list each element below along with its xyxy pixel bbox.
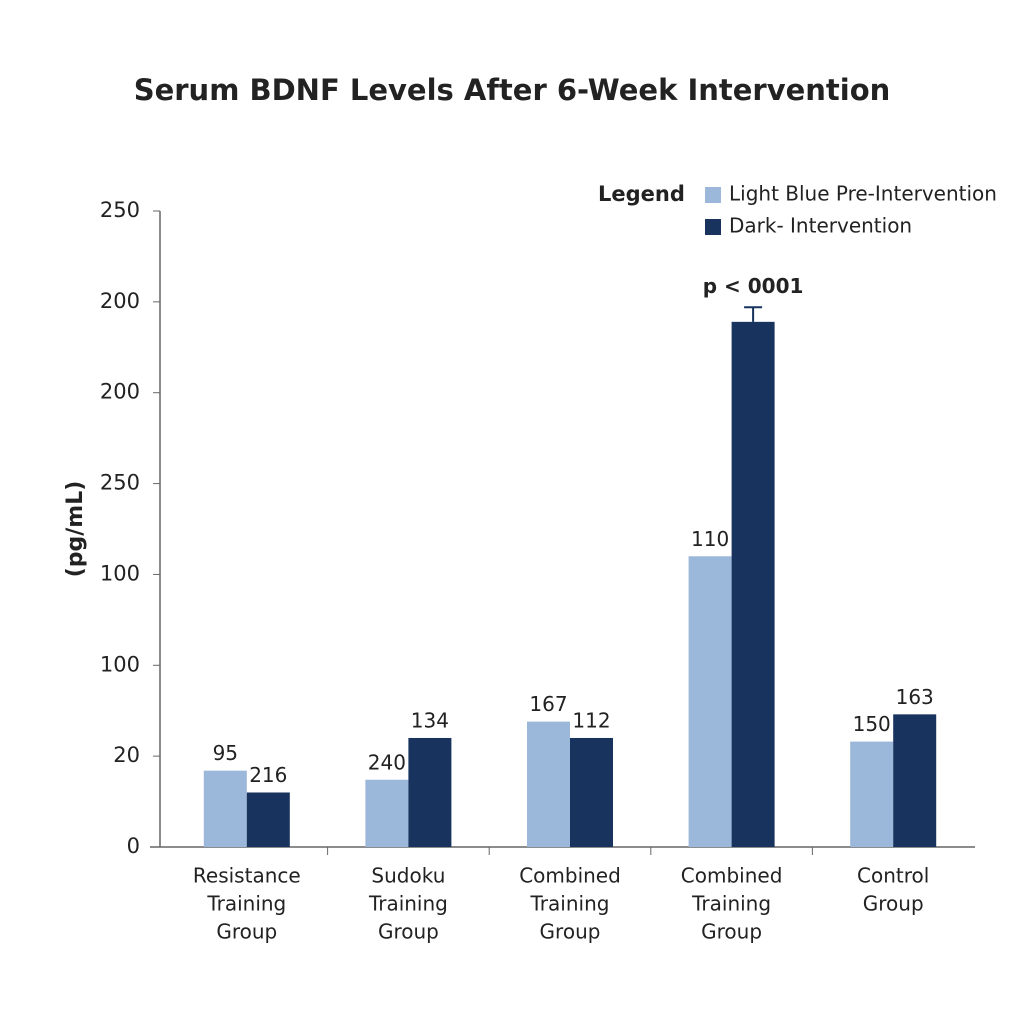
legend-label: Light Blue Pre-Intervention	[729, 182, 997, 206]
y-tick-label: 100	[100, 652, 140, 676]
data-label: 150	[853, 712, 891, 736]
x-tick-label: Resistance	[193, 864, 301, 888]
bar	[731, 321, 775, 847]
bar	[850, 741, 894, 847]
legend-label: Dark- Intervention	[729, 214, 912, 238]
data-label: 95	[213, 741, 238, 765]
y-tick-label: 0	[127, 834, 140, 858]
bar	[893, 714, 937, 847]
y-tick-label: 250	[100, 198, 140, 222]
data-label: 112	[572, 708, 610, 732]
data-label: 134	[411, 708, 449, 732]
data-label: 110	[691, 527, 729, 551]
legend-title: Legend	[598, 182, 685, 206]
data-label: 240	[368, 750, 406, 774]
bar	[246, 792, 290, 847]
bar	[365, 779, 409, 847]
legend-swatch	[705, 219, 721, 235]
bar	[570, 737, 613, 847]
x-tick-label: Sudoku	[371, 864, 445, 888]
y-tick-label: 100	[100, 561, 140, 585]
y-tick-label: 200	[100, 289, 140, 313]
y-tick-label: 250	[100, 471, 140, 495]
bar	[408, 737, 452, 847]
x-tick-label: Group	[701, 920, 762, 944]
error-bar	[744, 306, 763, 322]
legend-swatch	[705, 187, 721, 203]
bar	[688, 556, 732, 847]
data-label: 167	[529, 692, 567, 716]
bar	[527, 721, 570, 847]
y-axis-label: (pg/mL)	[63, 481, 88, 578]
x-tick-label: Group	[540, 920, 601, 944]
x-tick-label: Training	[368, 892, 448, 916]
data-label: 216	[249, 763, 287, 787]
x-tick-label: Combined	[681, 864, 783, 888]
bar	[203, 770, 247, 847]
y-tick-label: 200	[100, 380, 140, 404]
x-tick-label: Training	[691, 892, 771, 916]
x-tick-label: Control	[857, 864, 929, 888]
x-tick-label: Training	[206, 892, 286, 916]
y-tick-label: 20	[113, 743, 140, 767]
x-tick-label: Group	[216, 920, 277, 944]
x-tick-label: Training	[530, 892, 610, 916]
chart-title: Serum BDNF Levels After 6-Week Intervent…	[134, 73, 891, 107]
x-tick-label: Group	[378, 920, 439, 944]
data-label: 163	[896, 685, 934, 709]
annotation: p < 0001	[703, 274, 804, 298]
x-tick-label: Group	[863, 892, 924, 916]
x-tick-label: Combined	[519, 864, 621, 888]
